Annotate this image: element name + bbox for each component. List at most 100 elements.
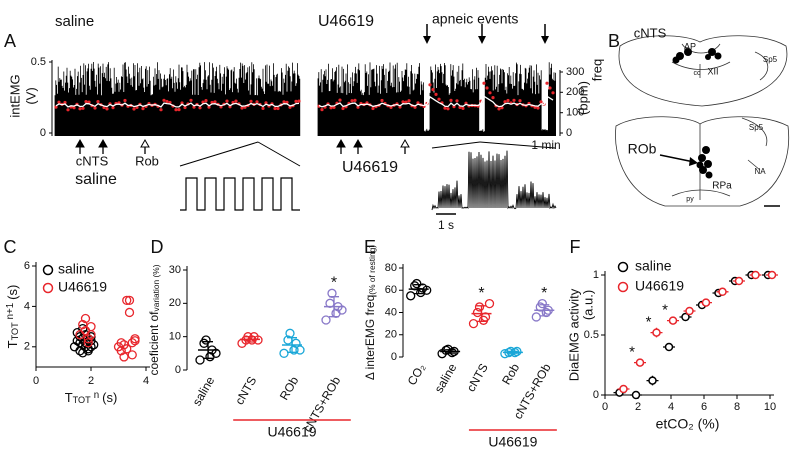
freq-dot: [225, 99, 229, 103]
region-label: cc: [694, 70, 702, 77]
point: [119, 352, 129, 362]
arrowhead: [353, 138, 363, 148]
axis-label: intEMG: [7, 74, 22, 117]
axis-label: (V): [23, 87, 38, 104]
arrow-label: cNTS: [76, 153, 109, 168]
point: [718, 287, 727, 297]
inset-trace: [180, 177, 300, 211]
arrowhead: [140, 138, 150, 148]
freq-dot: [204, 99, 208, 103]
freq-dot: [111, 106, 115, 110]
error-bar: [413, 284, 424, 295]
freq-dot: [162, 98, 166, 102]
freq-dot: [282, 100, 286, 104]
freq-dot: [285, 100, 289, 104]
significance: *: [478, 285, 484, 302]
error-bar: [445, 349, 456, 354]
freq-dot: [72, 106, 76, 110]
arrowhead: [478, 36, 486, 44]
x-tick-label: 0: [33, 375, 39, 387]
freq-dot: [87, 100, 91, 104]
x-tick-label: 6: [701, 401, 707, 413]
panel-label: B: [608, 31, 620, 51]
axis-label-part: variation (%): [151, 264, 161, 311]
y-tick-label: 0: [175, 364, 181, 376]
x-tick-label: 10: [764, 401, 776, 413]
y-tick-label: 0: [391, 351, 397, 363]
freq-mean: [55, 102, 300, 108]
freq-dot: [401, 100, 405, 104]
point: [78, 323, 88, 334]
axis-label: freq: [589, 59, 604, 81]
freq-dot: [165, 99, 169, 104]
error-bar: [476, 305, 487, 323]
freq-dot: [497, 107, 501, 111]
freq-dot: [189, 98, 193, 102]
axis-label-part: T: [5, 340, 20, 348]
site: [698, 154, 706, 162]
point: [78, 319, 88, 330]
site: [702, 146, 710, 154]
axis-label-part: coeficient of: [147, 311, 161, 376]
axis-label-part: (% of resting): [367, 245, 377, 295]
legend-marker: [617, 261, 629, 273]
point: [86, 330, 96, 340]
region-label: NA: [754, 167, 766, 176]
freq-dot: [506, 98, 510, 103]
point: [279, 348, 289, 358]
legend-label: saline: [58, 261, 95, 277]
axis-label-part: T: [65, 390, 73, 405]
panel-label: E: [364, 237, 376, 257]
legend-marker: [42, 264, 54, 276]
axis-label: Δ interEMG freq(% of resting): [363, 245, 377, 380]
freq-dot: [428, 83, 432, 87]
y-tick-label: 40: [385, 306, 397, 318]
axis-label: (bpm): [575, 81, 590, 115]
freq-dot: [255, 100, 259, 104]
freq-dot: [249, 99, 253, 103]
x-tick-label: 2: [635, 401, 641, 413]
point: [412, 278, 422, 289]
y-tick-label: 2: [24, 341, 30, 353]
point: [195, 355, 205, 365]
medulla-section-top: [618, 35, 788, 107]
medulla-section-bottom: [615, 116, 790, 207]
freq-dot: [141, 107, 145, 111]
point: [648, 376, 657, 385]
panel-label: F: [570, 237, 581, 257]
point: [681, 312, 690, 322]
point: [122, 295, 132, 305]
freq-dot: [416, 101, 420, 105]
freq-dot: [461, 106, 465, 110]
freq-dot: [240, 106, 244, 110]
freq-dot: [264, 101, 268, 105]
axis-label: DiaEMG activity: [566, 288, 581, 381]
freq-dot: [482, 81, 486, 85]
y-tick-label: 10: [169, 331, 181, 343]
point: [130, 334, 140, 344]
arrowhead: [423, 36, 431, 44]
freq-dot: [437, 97, 441, 101]
freq-dot: [192, 105, 196, 109]
freq-dot: [407, 99, 411, 103]
point: [474, 302, 485, 312]
point: [201, 335, 211, 345]
freq-dot: [485, 86, 489, 90]
freq-dot: [503, 100, 507, 104]
site: [714, 52, 722, 60]
freq-dot: [198, 106, 202, 110]
point: [685, 306, 694, 316]
y2-tick-label: 100: [566, 107, 584, 119]
region-label: RPa: [712, 181, 732, 192]
significance: *: [662, 302, 668, 319]
freq-dot: [180, 101, 184, 105]
section-detail: [671, 43, 769, 81]
axis-label: (a.u.): [580, 290, 595, 320]
freq-dot: [201, 100, 205, 104]
y-tick-label: 0.5: [31, 56, 46, 68]
point: [127, 350, 137, 360]
point: [734, 276, 744, 286]
x-tick-label: 2: [88, 375, 94, 387]
freq-dot: [213, 100, 217, 104]
point: [652, 328, 661, 337]
